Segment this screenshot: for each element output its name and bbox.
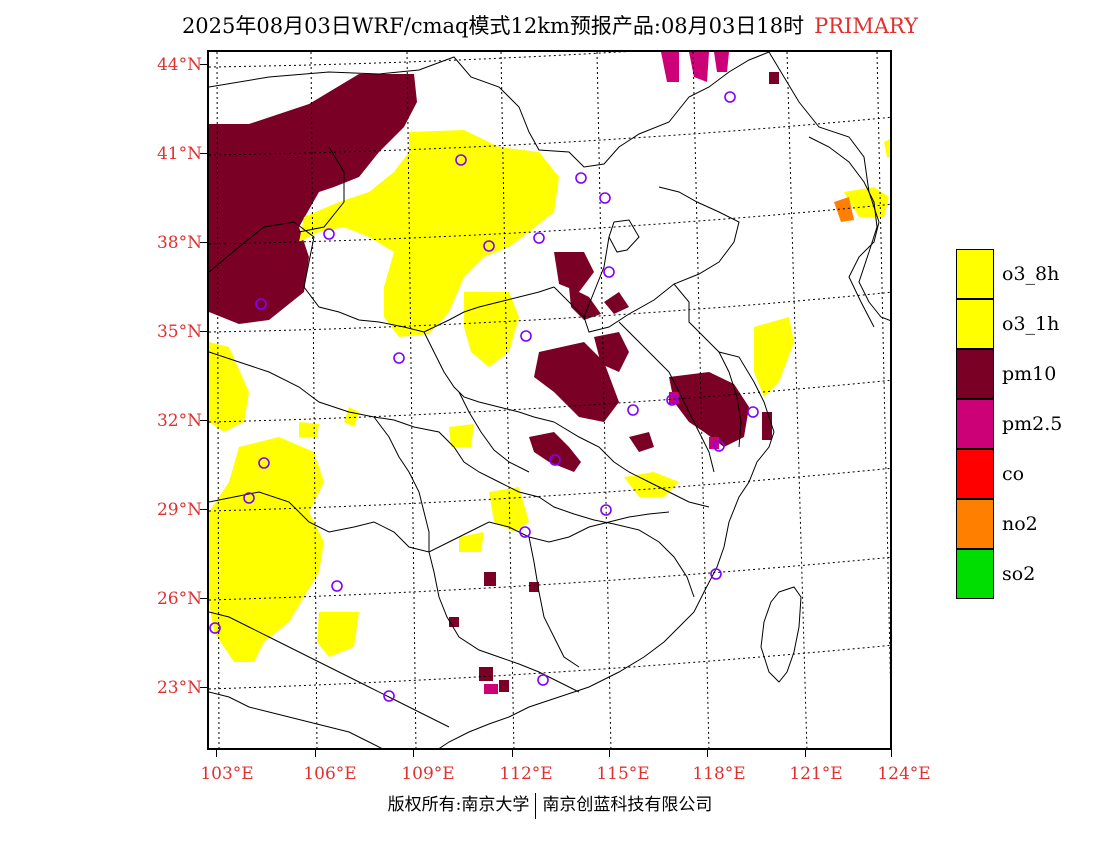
lon-label: 124°E: [877, 764, 931, 784]
lat-label: 44°N: [156, 55, 202, 75]
lat-tick: [200, 509, 207, 510]
lon-label: 121°E: [789, 764, 843, 784]
legend-swatch: [956, 249, 994, 299]
legend-swatch: [956, 499, 994, 549]
lat-tick: [200, 153, 207, 154]
lon-label: 106°E: [303, 764, 357, 784]
lat-tick: [200, 242, 207, 243]
pm10-regions: [209, 72, 779, 692]
taiwan-outline: [760, 586, 802, 683]
graticule: [209, 52, 890, 748]
lat-label: 23°N: [156, 678, 202, 698]
legend-label: pm2.5: [1002, 413, 1063, 435]
lon-tick: [216, 750, 217, 757]
lon-tick: [707, 750, 708, 757]
legend-label: co: [1002, 463, 1025, 485]
lat-tick: [200, 598, 207, 599]
legend-swatch: [956, 349, 994, 399]
legend-swatch: [956, 299, 994, 349]
pm25-regions: [484, 52, 729, 694]
legend-label: o3_1h: [1002, 313, 1060, 335]
station-markers: [209, 91, 759, 702]
lat-tick: [200, 687, 207, 688]
lat-label: 29°N: [156, 500, 202, 520]
o3-regions: [209, 130, 890, 662]
lat-tick: [200, 420, 207, 421]
lat-label: 32°N: [156, 411, 202, 431]
map-panel[interactable]: [207, 50, 892, 750]
lon-tick: [805, 750, 806, 757]
title-tag: PRIMARY: [814, 14, 919, 38]
lon-tick: [891, 750, 892, 757]
lon-label: 118°E: [692, 764, 746, 784]
lon-tick: [315, 750, 316, 757]
legend-label: so2: [1002, 563, 1036, 585]
legend-label: no2: [1002, 513, 1038, 535]
lat-tick: [200, 331, 207, 332]
lon-label: 103°E: [200, 764, 254, 784]
legend-label: o3_8h: [1002, 263, 1060, 285]
map-title: 2025年08月03日WRF/cmaq模式12km预报产品:08月03日18时 P…: [0, 10, 1100, 40]
lat-tick: [200, 64, 207, 65]
boundaries: [209, 52, 880, 748]
copyright-right: 南京创蓝科技有限公司: [542, 795, 713, 815]
korea-outline: [808, 136, 890, 321]
lon-tick: [512, 750, 513, 757]
lat-label: 35°N: [156, 322, 202, 342]
lat-label: 26°N: [156, 589, 202, 609]
lon-tick: [609, 750, 610, 757]
legend-swatch: [956, 399, 994, 449]
copyright-left: 版权所有:南京大学: [387, 795, 530, 815]
lon-label: 112°E: [499, 764, 553, 784]
legend-swatch: [956, 549, 994, 599]
lon-label: 115°E: [596, 764, 650, 784]
title-text: 2025年08月03日WRF/cmaq模式12km预报产品:08月03日18时: [181, 14, 805, 38]
no2-regions: [834, 197, 854, 222]
map-canvas: [209, 52, 890, 748]
footer-divider: [535, 792, 537, 819]
lon-tick: [413, 750, 414, 757]
lon-label: 109°E: [401, 764, 455, 784]
lat-label: 41°N: [156, 144, 202, 164]
legend-swatch: [956, 449, 994, 499]
lat-label: 38°N: [156, 233, 202, 253]
legend-label: pm10: [1002, 363, 1057, 385]
copyright-footer: 版权所有:南京大学 南京创蓝科技有限公司: [0, 790, 1100, 819]
